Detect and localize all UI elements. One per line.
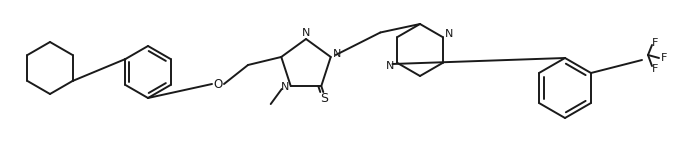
Text: O: O	[214, 78, 223, 90]
Text: N: N	[445, 29, 453, 39]
Text: N: N	[280, 82, 289, 92]
Text: N: N	[387, 61, 395, 71]
Text: F: F	[661, 53, 667, 63]
Text: F: F	[652, 38, 658, 48]
Text: S: S	[320, 92, 328, 105]
Text: N: N	[302, 28, 310, 38]
Text: F: F	[652, 64, 658, 74]
Text: N: N	[333, 49, 341, 59]
